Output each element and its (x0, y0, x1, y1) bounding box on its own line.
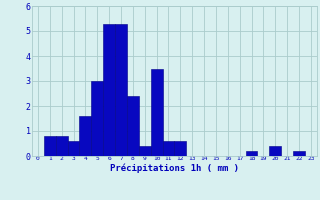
Bar (174, 141, 186, 156)
Bar (293, 151, 305, 156)
Bar (103, 23, 115, 156)
Bar (163, 141, 174, 156)
Bar (246, 151, 258, 156)
Bar (44, 136, 56, 156)
Bar (269, 146, 281, 156)
Bar (79, 116, 91, 156)
Bar (127, 96, 139, 156)
Bar (56, 136, 68, 156)
Bar (139, 146, 151, 156)
Bar (68, 141, 79, 156)
X-axis label: Précipitations 1h ( mm ): Précipitations 1h ( mm ) (110, 164, 239, 173)
Bar (115, 23, 127, 156)
Bar (151, 68, 163, 156)
Bar (91, 81, 103, 156)
